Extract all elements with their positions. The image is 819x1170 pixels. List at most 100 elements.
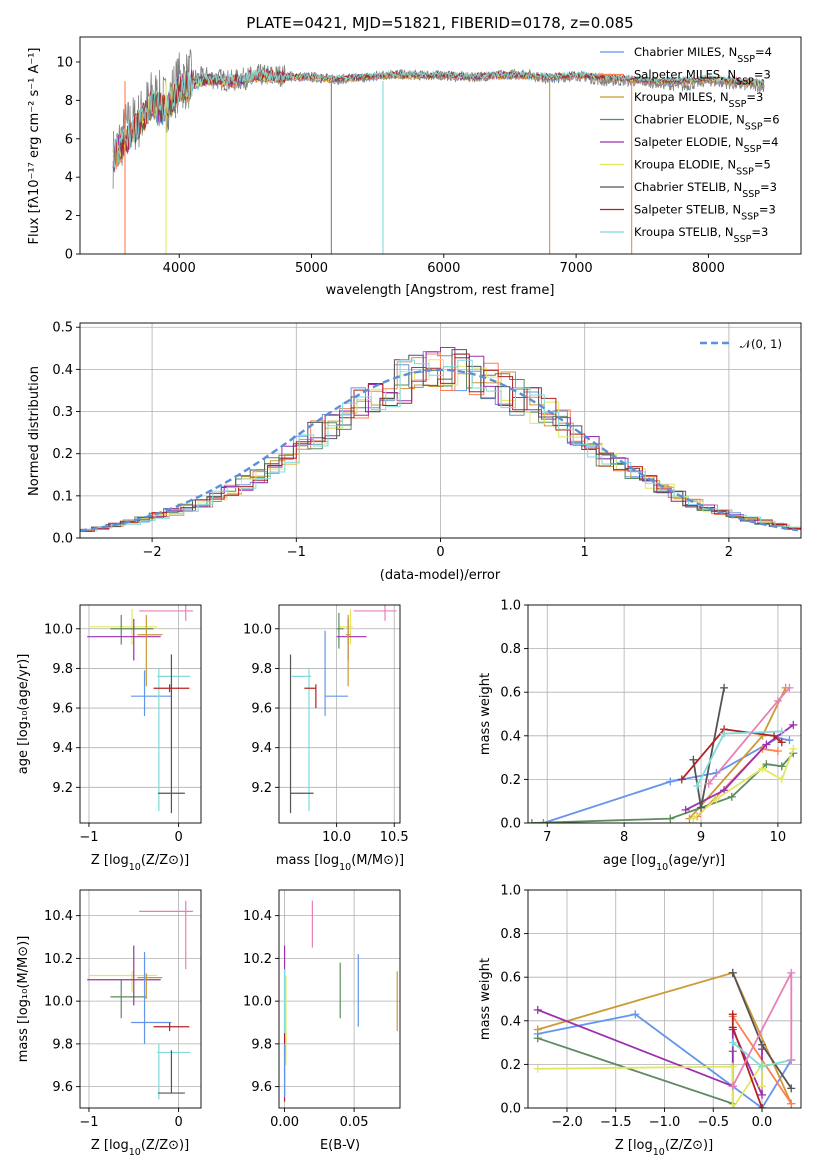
x-tick-label: 0.05 (340, 1115, 369, 1130)
x-tick-label: 7000 (560, 261, 593, 276)
y-tick-label: 0 (65, 248, 73, 263)
axes-frame (527, 604, 802, 824)
age-z-xlabel-main: Z [log (91, 853, 129, 868)
y-tick-label: 10 (56, 55, 73, 70)
y-tick-label: 10.2 (243, 952, 272, 967)
residuals-xlabel: (data-model)/error (380, 568, 501, 583)
x-tick-label: 2 (725, 545, 733, 560)
weight-line-3 (531, 752, 794, 823)
legend-label: Salpeter STELIB, NSSP=3 (634, 203, 776, 223)
y-tick-label: 4 (65, 171, 73, 186)
x-tick-label: 8000 (692, 261, 725, 276)
axes-residuals: −2 −1 0 1 2 0.0 0.1 0.2 0.3 0.4 0.5 (data-model)/er… (27, 321, 802, 583)
x-tick-label: 1 (581, 545, 589, 560)
legend-label-main: Chabrier STELIB, N (634, 180, 742, 194)
legend-label: 𝒩(0, 1) (740, 337, 782, 351)
legend-label-sub: SSP (745, 121, 763, 132)
model-spectrum-8 (112, 68, 765, 168)
weight-age-xlabel-tail: (age/yr)] (668, 853, 725, 868)
axes-frame (79, 889, 202, 1109)
weight-z-xlabel: Z [log10(Z/Z⊙)] (615, 1138, 713, 1158)
legend-label-tail: =4 (755, 45, 772, 59)
weight-z-ylabel: mass weight (478, 958, 493, 1040)
legend-label: Kroupa MILES, NSSP=3 (634, 90, 763, 110)
axes-frame (527, 889, 802, 1109)
x-tick-label: 0.00 (270, 1115, 299, 1130)
legend-label-main: Chabrier ELODIE, N (634, 113, 745, 127)
y-tick-label: 9.6 (251, 1080, 272, 1095)
weight-z-xlabel-tail: (Z/Z⊙)] (665, 1138, 713, 1153)
x-tick-label: 7 (543, 830, 551, 845)
weight-lines (528, 683, 798, 823)
x-tick-label: 0 (174, 830, 182, 845)
x-tick-label: 0 (174, 1115, 182, 1130)
y-tick-label: 10.0 (44, 995, 73, 1010)
x-tick-label: −1.5 (600, 1115, 632, 1130)
weight-age-xlabel: age [log10(age/yr)] (603, 853, 725, 873)
y-tick-label: 9.6 (52, 1080, 73, 1095)
weight-line-4 (685, 724, 794, 811)
y-tick-label: 10.0 (44, 622, 73, 637)
x-tick-label: 4000 (163, 261, 196, 276)
age-mass-xlabel: mass [log10(M/M⊙)] (276, 853, 404, 873)
legend-label: Salpeter MILES, NSSP=3 (634, 68, 771, 88)
weight-age-xlabel-main: age [log (603, 853, 656, 868)
age-mass-xlabel-tail: (M/M⊙)] (351, 853, 404, 868)
y-tick-label: 0.0 (500, 817, 521, 832)
residuals-ylabel: Normed distribution (27, 366, 42, 496)
legend-label-sub: SSP (736, 166, 754, 177)
axes-frame (278, 604, 401, 824)
x-tick-label: 10.5 (380, 830, 409, 845)
y-tick-label: 0.1 (52, 489, 73, 504)
y-tick-label: 0.8 (500, 927, 521, 942)
spectrum-title: PLATE=0421, MJD=51821, FIBERID=0178, z=0… (246, 14, 633, 32)
x-tick-label: −1.0 (649, 1115, 681, 1130)
errorbars (283, 900, 398, 1102)
legend-label-tail: =6 (763, 113, 780, 127)
y-tick-label: 10.2 (44, 952, 73, 967)
axes-frame (278, 889, 401, 1109)
y-tick-label: 0.4 (500, 729, 521, 744)
mass-z-xlabel: Z [log10(Z/Z⊙)] (91, 1138, 189, 1158)
legend-label-main: Kroupa MILES, N (634, 90, 729, 104)
x-tick-label: −1 (79, 830, 98, 845)
x-tick-label: −0.5 (697, 1115, 729, 1130)
y-tick-label: 9.8 (251, 662, 272, 677)
x-tick-label: 8 (620, 830, 628, 845)
legend-label-sub: SSP (744, 144, 762, 155)
y-tick-label: 10.0 (243, 622, 272, 637)
spectrum-xlabel: wavelength [Angstrom, rest frame] (326, 283, 555, 298)
y-tick-label: 9.6 (52, 702, 73, 717)
y-tick-label: 0.5 (52, 321, 73, 336)
weight-line-0 (543, 737, 790, 823)
ebv-xlabel: E(B-V) (320, 1138, 360, 1153)
axes-mass_vs_EBV: 0.00 0.05 9.6 9.8 10.0 10.2 10.4 E(B-V) (243, 889, 401, 1153)
legend-label-tail: =3 (754, 68, 771, 82)
x-tick-label: 0 (436, 545, 444, 560)
y-tick-label: 9.6 (251, 702, 272, 717)
legend-label-sub: SSP (737, 54, 755, 65)
mass-z-xlabel-sub: 10 (129, 1147, 141, 1158)
axes-frame (79, 604, 202, 824)
x-tick-label: −1 (79, 1115, 98, 1130)
gaussian-curve (79, 368, 799, 532)
weight-age-ylabel: mass weight (478, 673, 493, 755)
age-z-ylabel: age [log₁₀(age/yr)] (16, 654, 31, 775)
y-tick-label: 0.3 (52, 405, 73, 420)
y-tick-label: 0.2 (500, 773, 521, 788)
y-tick-label: 9.2 (251, 781, 272, 796)
legend-label: Salpeter ELODIE, NSSP=4 (634, 135, 778, 155)
legend-label: Chabrier ELODIE, NSSP=6 (634, 113, 780, 133)
legend-label-main: Kroupa STELIB, N (634, 225, 734, 239)
legend-label-sub: SSP (741, 211, 759, 222)
axes-spectrum: 4000 5000 6000 7000 8000 0 2 4 6 8 10 PLATE=0421, M… (27, 14, 802, 298)
legend-label-sub: SSP (736, 76, 754, 87)
x-tick-label: −1 (287, 545, 306, 560)
weight-lines (533, 968, 796, 1108)
legend-label-tail: =5 (754, 158, 771, 172)
mass-z-xlabel-tail: (Z/Z⊙)] (141, 1138, 189, 1153)
y-tick-label: 0.0 (500, 1102, 521, 1117)
x-tick-label: 0.0 (752, 1115, 773, 1130)
